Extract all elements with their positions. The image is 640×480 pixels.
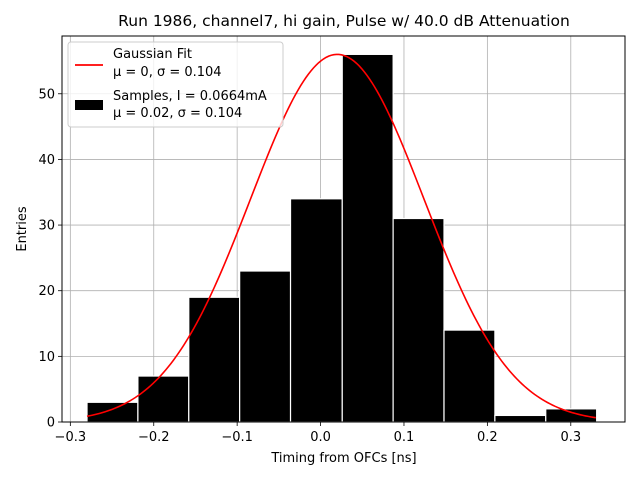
y-axis-label: Entries: [15, 206, 30, 252]
legend-samples-label: Samples, I = 0.0664mA: [113, 89, 267, 104]
histogram-bar: [239, 270, 292, 423]
y-tick-label: 30: [38, 219, 55, 234]
histogram-bar: [341, 53, 394, 423]
legend-box: [67, 41, 284, 128]
chart-title: Run 1986, channel7, hi gain, Pulse w/ 40…: [118, 12, 570, 30]
x-tick-label: 0.1: [394, 430, 415, 445]
x-tick-label: 0.2: [477, 430, 498, 445]
histogram-bar: [545, 408, 598, 423]
x-tick-label: −0.2: [138, 430, 170, 445]
histogram-bar: [392, 217, 445, 423]
histogram-bar: [443, 329, 496, 423]
y-tick-label: 10: [38, 350, 55, 365]
histogram-bars: [86, 53, 598, 423]
y-tick-label: 20: [38, 284, 55, 299]
x-tick-label: 0.0: [310, 430, 331, 445]
x-axis-label: Timing from OFCs [ns]: [270, 451, 416, 466]
legend: Gaussian Fit μ = 0, σ = 0.104 Samples, I…: [67, 41, 284, 128]
histogram-bar: [494, 414, 547, 423]
y-tick-label: 50: [38, 87, 55, 102]
histogram-bar: [188, 296, 241, 423]
histogram-bar: [86, 401, 139, 423]
plot-frame: [61, 35, 626, 423]
x-tick-label: −0.1: [221, 430, 253, 445]
x-tick-label: 0.3: [560, 430, 581, 445]
legend-samples-swatch: [75, 100, 103, 110]
x-tick-label: −0.3: [55, 430, 87, 445]
legend-samples-stats: μ = 0.02, σ = 0.104: [113, 106, 242, 121]
x-axis-ticks: −0.3 −0.2 −0.1 0.0 0.1 0.2 0.3: [55, 422, 581, 445]
legend-fit-label: Gaussian Fit: [113, 47, 192, 62]
gaussian-fit-curve: [86, 53, 596, 419]
y-tick-label: 0: [47, 416, 55, 431]
histogram-bar: [137, 375, 190, 423]
legend-fit-stats: μ = 0, σ = 0.104: [113, 65, 222, 80]
y-tick-label: 40: [38, 153, 55, 168]
histogram-bar: [289, 198, 343, 423]
y-axis-ticks: 0 10 20 30 40 50: [38, 87, 62, 431]
